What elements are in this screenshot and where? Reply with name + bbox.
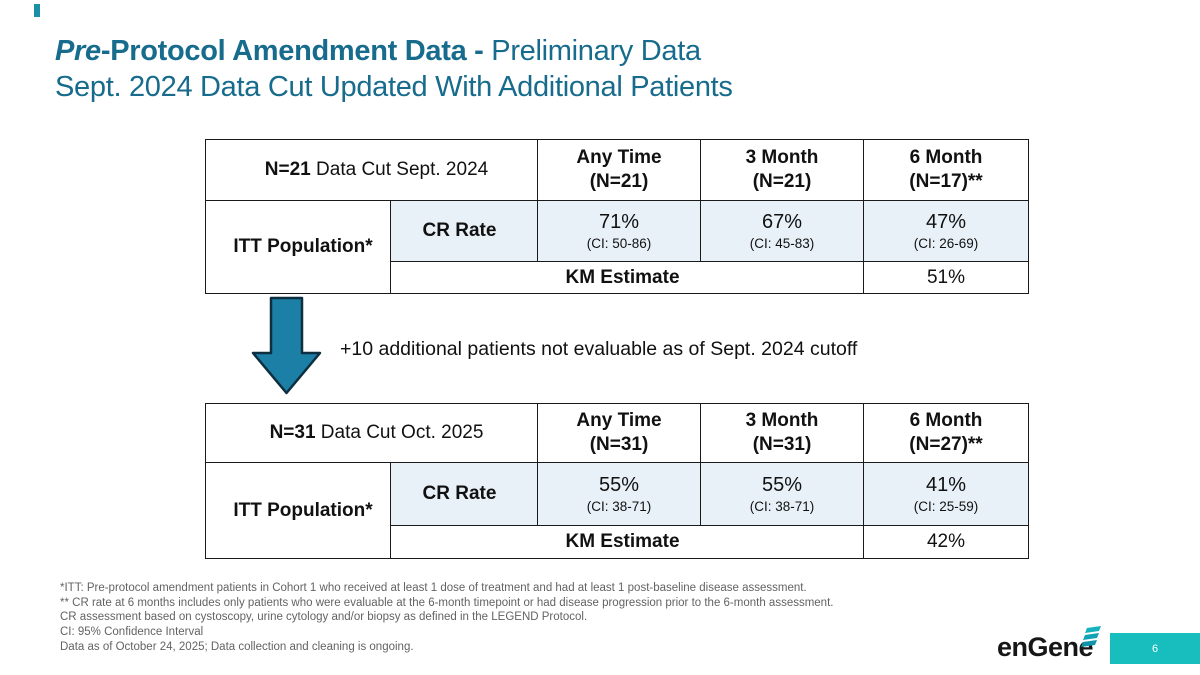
title-pre-segment: Pre bbox=[55, 35, 101, 67]
title-bold-segment: -Protocol Amendment Data - bbox=[100, 35, 492, 67]
table-row: N=21 Data Cut Sept. 2024 Any Time (N=21) … bbox=[205, 139, 1029, 201]
page-number: 6 bbox=[1151, 642, 1159, 655]
table1-cr-3month: 67% (CI: 45-83) bbox=[700, 200, 864, 262]
table1-col-anytime: Any Time (N=21) bbox=[537, 139, 701, 201]
table2-header-rest: Data Cut Oct. 2025 bbox=[315, 422, 484, 443]
footnote-line: *ITT: Pre-protocol amendment patients in… bbox=[60, 582, 807, 594]
footnote-line: Data as of October 24, 2025; Data collec… bbox=[60, 640, 414, 653]
table1-header-label: N=21 Data Cut Sept. 2024 bbox=[205, 139, 538, 201]
table1-cr-anytime: 71% (CI: 50-86) bbox=[537, 200, 701, 262]
table-row: ITT Population* CR Rate 55% (CI: 38-71) 5… bbox=[205, 462, 1029, 559]
slide-title: Pre-Protocol Amendment Data - Preliminar… bbox=[55, 33, 733, 105]
table2-col-anytime: Any Time (N=31) bbox=[537, 403, 701, 463]
down-arrow-icon bbox=[251, 296, 322, 395]
table-row: KM Estimate 51% bbox=[206, 261, 1029, 294]
table1-col-3month: 3 Month (N=21) bbox=[700, 139, 864, 201]
footnote-line: CI: 95% Confidence Interval bbox=[60, 626, 204, 639]
table1-cr-6month-highlighted: 47% (CI: 26-69) bbox=[863, 200, 1029, 262]
engene-logo: enGene bbox=[997, 632, 1094, 662]
table2-itt-population-label: ITT Population* bbox=[205, 462, 391, 559]
corner-accent-dash bbox=[34, 4, 40, 17]
table2-cr-3month: 55% (CI: 38-71) bbox=[700, 462, 864, 526]
table2-n: N=31 bbox=[269, 422, 316, 443]
table-oct-2025: N=31 Data Cut Oct. 2025 Any Time (N=31) 3… bbox=[205, 403, 1029, 559]
title-line-1: Pre-Protocol Amendment Data - Preliminar… bbox=[55, 33, 733, 69]
table2-cr-6month-highlighted: 41% (CI: 25-59) bbox=[863, 462, 1029, 526]
table2-cr-anytime: 55% (CI: 38-71) bbox=[537, 462, 701, 526]
table1-km-estimate-value: 51% bbox=[863, 261, 1029, 294]
table-sept-2024: N=21 Data Cut Sept. 2024 Any Time (N=21) … bbox=[205, 139, 1029, 294]
table1-col-6month: 6 Month (N=17)** bbox=[863, 139, 1029, 201]
footnote-line: ** CR rate at 6 months includes only pat… bbox=[60, 596, 834, 609]
table1-itt-population-label: ITT Population* bbox=[205, 200, 391, 294]
table2-cr-rate-label: CR Rate bbox=[390, 462, 538, 526]
table2-col-6month: 6 Month (N=27)** bbox=[863, 403, 1029, 463]
table2-km-estimate-value: 42% bbox=[863, 525, 1029, 559]
table1-header-rest: Data Cut Sept. 2024 bbox=[310, 159, 489, 180]
title-line-2: Sept. 2024 Data Cut Updated With Additio… bbox=[55, 71, 733, 103]
footnotes: *ITT: Pre-protocol amendment patients in… bbox=[60, 581, 833, 655]
table2-header-label: N=31 Data Cut Oct. 2025 bbox=[205, 403, 538, 463]
engene-logo-icon bbox=[1081, 626, 1101, 647]
table2-col-3month: 3 Month (N=31) bbox=[700, 403, 864, 463]
arrow-note: +10 additional patients not evaluable as… bbox=[340, 338, 858, 360]
table2-km-estimate-label: KM Estimate bbox=[390, 525, 864, 559]
title-regular-segment: Preliminary Data bbox=[491, 35, 701, 67]
page-number-tab: 6 bbox=[1110, 633, 1200, 664]
table1-km-estimate-label: KM Estimate bbox=[390, 261, 864, 294]
table1-n: N=21 bbox=[264, 159, 311, 180]
table-row: ITT Population* CR Rate 71% (CI: 50-86) 6… bbox=[205, 200, 1029, 294]
table1-cr-rate-label: CR Rate bbox=[390, 200, 538, 262]
table-row: N=31 Data Cut Oct. 2025 Any Time (N=31) 3… bbox=[205, 403, 1029, 463]
table-row: KM Estimate 42% bbox=[206, 525, 1029, 559]
footnote-line: CR assessment based on cystoscopy, urine… bbox=[60, 611, 588, 624]
